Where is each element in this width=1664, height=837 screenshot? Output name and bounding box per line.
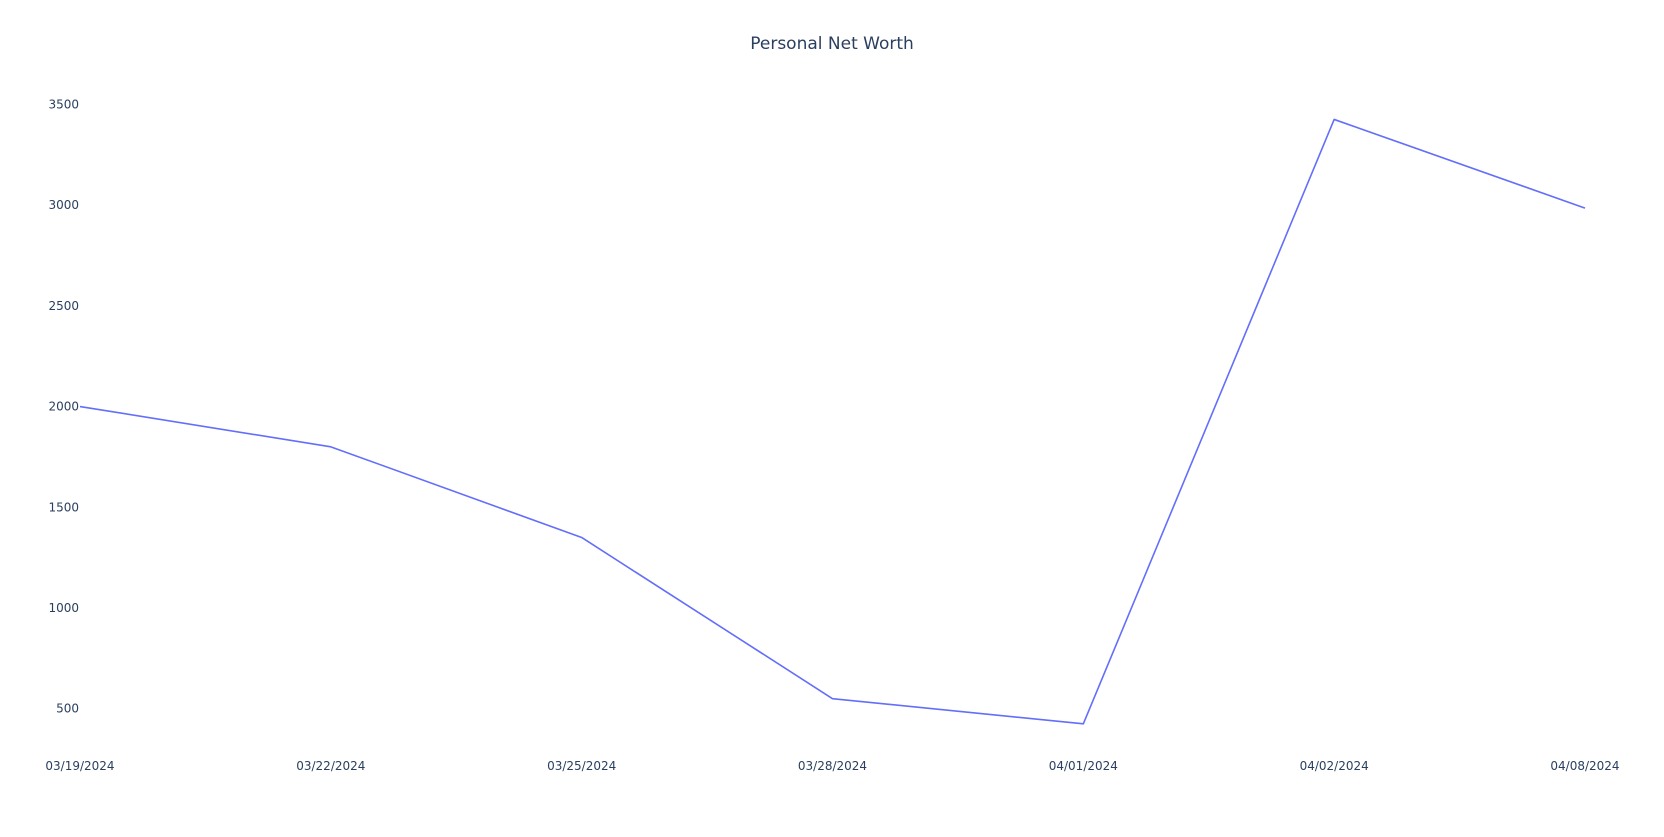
x-tick-label: 04/01/2024 — [1049, 759, 1118, 773]
x-tick-label: 04/08/2024 — [1550, 759, 1619, 773]
x-tick-label: 03/19/2024 — [45, 759, 114, 773]
y-tick-label: 500 — [56, 702, 79, 716]
x-tick-label: 03/22/2024 — [296, 759, 365, 773]
data-point[interactable] — [1330, 115, 1338, 123]
y-tick-label: 2000 — [48, 400, 79, 414]
y-tick-label: 3000 — [48, 198, 79, 212]
chart-title: Personal Net Worth — [750, 34, 914, 54]
data-point[interactable] — [1079, 720, 1087, 728]
data-point[interactable] — [327, 443, 335, 451]
y-tick-label: 3500 — [48, 97, 79, 111]
series-layer — [76, 115, 1589, 728]
data-point[interactable] — [76, 403, 84, 411]
y-tick-label: 1000 — [48, 601, 79, 615]
y-tick-label: 1500 — [48, 500, 79, 514]
x-tick-label: 04/02/2024 — [1300, 759, 1369, 773]
y-tick-label: 2500 — [48, 299, 79, 313]
x-axis-ticks: 03/19/2024 03/22/2024 03/25/2024 03/28/2024… — [45, 759, 1619, 773]
x-tick-label: 03/28/2024 — [798, 759, 867, 773]
y-axis-ticks: 500 1000 1500 2000 2500 3000 3500 — [48, 97, 79, 715]
data-point[interactable] — [829, 695, 837, 703]
data-point[interactable] — [1581, 204, 1589, 212]
x-tick-label: 03/25/2024 — [547, 759, 616, 773]
data-point[interactable] — [578, 533, 586, 541]
series-line — [79, 118, 1586, 725]
